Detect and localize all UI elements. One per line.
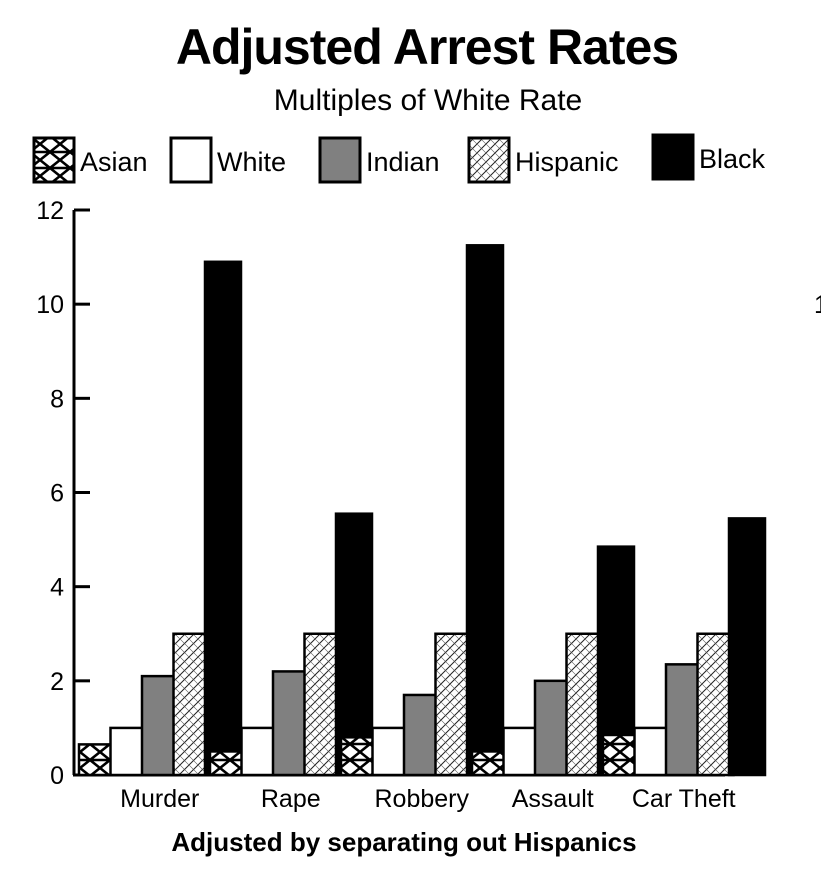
chart-subtitle: Multiples of White Rate (274, 84, 582, 117)
legend-swatch (318, 136, 362, 184)
legend-item-asian: Asian (32, 136, 148, 184)
legend-label: Asian (80, 147, 148, 177)
stray-text: 1 (814, 291, 821, 319)
bar-white-robbery (371, 726, 410, 777)
bar-indian-assault (533, 679, 573, 777)
bar-hispanic-rape (303, 632, 342, 777)
x-tick-label: Assault (512, 785, 594, 813)
legend-swatch (32, 136, 76, 184)
bar-hispanic-murder (172, 632, 211, 777)
x-tick-label: Car Theft (632, 785, 736, 813)
y-tick-label: 0 (50, 762, 64, 790)
legend-swatch (169, 136, 213, 184)
legend-label: Indian (366, 147, 440, 177)
legend: Asian White Indian Hispanic Black (32, 133, 766, 184)
y-tick-label: 2 (50, 668, 64, 696)
bar-asian-murder (77, 743, 117, 777)
x-axis-label: Adjusted by separating out Hispanics (171, 827, 636, 857)
legend-item-white: White (169, 136, 286, 184)
y-tick-label: 10 (36, 291, 64, 319)
bar-white-rape (240, 726, 279, 777)
legend-swatch (651, 133, 695, 181)
bar-black-car-theft (727, 517, 767, 777)
legend-item-black: Black (651, 133, 766, 181)
y-tick-label: 6 (50, 480, 64, 508)
bar-white-assault (502, 726, 541, 777)
legend-item-hispanic: Hispanic (467, 136, 619, 184)
legend-swatch (467, 136, 511, 184)
y-tick-label: 4 (50, 574, 64, 602)
legend-label: Black (699, 144, 766, 174)
x-tick-label: Robbery (375, 785, 470, 813)
legend-label: Hispanic (515, 147, 619, 177)
y-tick-label: 12 (36, 197, 64, 225)
bar-white-murder (109, 726, 148, 777)
bar-indian-rape (271, 670, 311, 777)
legend-label: White (217, 147, 286, 177)
bar-hispanic-assault (565, 632, 604, 777)
bar-black-robbery (465, 244, 505, 777)
bars: Murder Rape Robbery Assault Car Theft (77, 244, 767, 813)
x-tick-label: Murder (120, 785, 199, 813)
legend-item-indian: Indian (318, 136, 440, 184)
x-tick-label: Rape (261, 785, 321, 813)
y-tick-label: 8 (50, 385, 64, 413)
bar-black-murder (203, 260, 243, 777)
bar-black-rape (334, 512, 374, 777)
chart-title: Adjusted Arrest Rates (176, 19, 678, 75)
